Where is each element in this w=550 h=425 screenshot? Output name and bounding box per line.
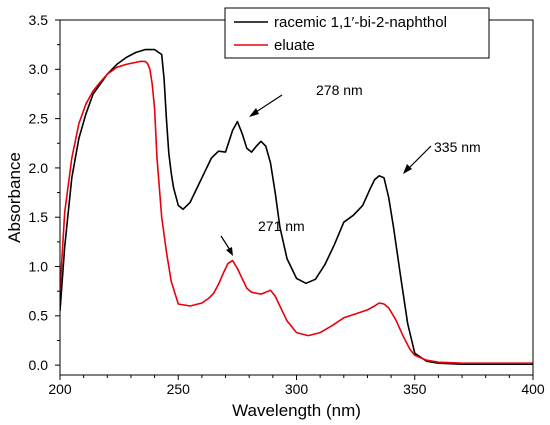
- x-tick-label: 300: [285, 381, 309, 397]
- annotation-arrow-278: [252, 94, 283, 115]
- legend: racemic 1,1′-bi-2-naphthol eluate: [224, 7, 490, 59]
- x-tick-label: 200: [48, 381, 72, 397]
- x-tick-label: 400: [521, 381, 545, 397]
- annotation-arrow-271: [220, 235, 231, 251]
- x-tick-label: 350: [403, 381, 427, 397]
- series-line-eluate: [60, 60, 533, 365]
- y-tick-label: 0.0: [29, 357, 49, 373]
- y-tick-label: 1.5: [29, 209, 49, 225]
- legend-label-racemic: racemic 1,1′-bi-2-naphthol: [274, 14, 447, 31]
- x-axis-title: Wavelength (nm): [232, 401, 361, 420]
- series-layer: [60, 48, 533, 366]
- annotation-arrowhead-271: [226, 247, 233, 256]
- x-tick-label: 250: [167, 381, 191, 397]
- annotation-label-278: 278 nm: [316, 82, 363, 98]
- annotation-271: 271 nm: [220, 218, 305, 256]
- y-tick-label: 2.5: [29, 111, 49, 127]
- annotation-arrowhead-335: [403, 164, 412, 174]
- plot-frame: [59, 19, 534, 376]
- legend-label-eluate: eluate: [274, 37, 315, 54]
- y-tick-label: 1.0: [29, 258, 49, 274]
- ticks-layer: [55, 19, 534, 380]
- annotation-label-271: 271 nm: [258, 218, 305, 234]
- annotation-arrow-335: [406, 145, 432, 171]
- annotation-label-335: 335 nm: [434, 139, 481, 155]
- legend-box: [224, 7, 490, 59]
- annotation-278: 278 nm: [249, 82, 363, 117]
- annotation-arrowhead-278: [249, 108, 259, 117]
- y-tick-label: 3.5: [29, 12, 49, 28]
- y-tick-label: 2.0: [29, 160, 49, 176]
- y-tick-label: 0.5: [29, 308, 49, 324]
- annotation-335: 335 nm: [403, 139, 481, 174]
- y-tick-label: 3.0: [29, 61, 49, 77]
- series-line-racemic: [60, 48, 533, 366]
- y-axis-title: Absorbance: [5, 152, 24, 243]
